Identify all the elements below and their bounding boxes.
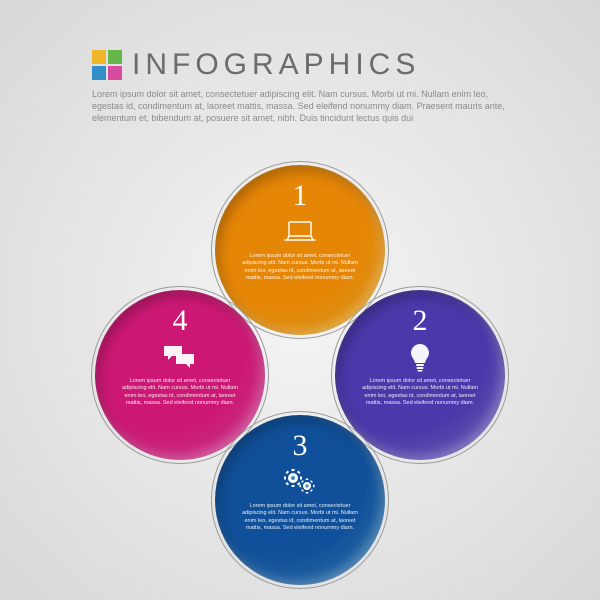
infographic-canvas: 1 Lorem ipsum dolor sit amet, consectetu… (0, 0, 600, 600)
chat-icon (162, 342, 198, 372)
circle-1-text: Lorem ipsum dolor sit amet, consectetuer… (215, 253, 385, 283)
circle-3: 3 Lorem ipsum dolor sit amet, consectetu… (215, 415, 385, 585)
circle-3-number: 3 (293, 429, 308, 463)
gears-icon (283, 467, 317, 497)
circle-1-number: 1 (293, 179, 308, 213)
circle-2-text: Lorem ipsum dolor sit amet, consectetuer… (335, 378, 505, 408)
circle-3-text: Lorem ipsum dolor sit amet, consectetuer… (215, 503, 385, 533)
circle-4-text: Lorem ipsum dolor sit amet, consectetuer… (95, 378, 265, 408)
circle-2-number: 2 (413, 304, 428, 338)
laptop-icon (283, 217, 317, 247)
circle-4-number: 4 (173, 304, 188, 338)
bulb-icon (408, 342, 432, 372)
